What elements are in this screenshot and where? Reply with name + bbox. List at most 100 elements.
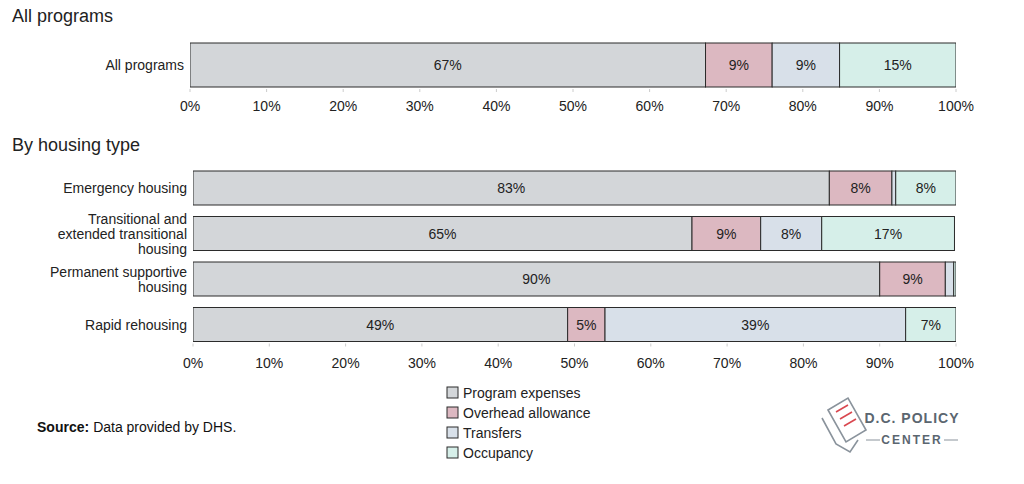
tick-mark — [574, 344, 575, 347]
chart-canvas: All programs67%9%9%15%All programs0%10%2… — [0, 0, 1024, 484]
tick-label: 100% — [938, 355, 974, 371]
tick-label: 40% — [482, 98, 510, 114]
bar-segment — [829, 171, 892, 205]
tick-label: 50% — [559, 98, 587, 114]
tick-label: 30% — [408, 355, 436, 371]
logo-text: CENTER — [881, 433, 942, 447]
tick-mark — [419, 89, 420, 92]
tick-label: 70% — [713, 355, 741, 371]
category-label-line: Rapid rehousing — [85, 317, 187, 333]
bar-segment — [190, 43, 706, 87]
logo-outline — [822, 418, 858, 452]
bars — [190, 43, 956, 87]
source-note: Source:Data provided by DHS. — [37, 419, 236, 435]
data-label: 15% — [884, 57, 912, 73]
tick-mark — [879, 344, 880, 347]
data-label: 9% — [729, 57, 749, 73]
data-label: 49% — [366, 317, 394, 333]
data-label: 65% — [428, 226, 456, 242]
tick-mark — [345, 344, 346, 347]
tick-mark — [193, 344, 194, 347]
logo-rule — [866, 440, 880, 441]
tick-mark — [802, 89, 803, 92]
tick-label: 20% — [332, 355, 360, 371]
tick-mark — [879, 89, 880, 92]
bar-segment — [945, 262, 953, 296]
logo-page — [828, 398, 866, 442]
data-label: 8% — [781, 226, 801, 242]
logo-rule — [944, 440, 958, 441]
tick-label: 40% — [484, 355, 512, 371]
category-label-line: Permanent supportive — [50, 264, 187, 280]
tick-label: 60% — [636, 98, 664, 114]
data-label: 5% — [576, 317, 596, 333]
category-label-line: housing — [138, 241, 187, 257]
category-label-line: extended transitional — [58, 226, 187, 242]
data-label: 7% — [921, 317, 941, 333]
legend-swatch — [447, 387, 458, 398]
data-label: 9% — [796, 57, 816, 73]
data-label: 17% — [874, 226, 902, 242]
bar-segment — [761, 217, 822, 251]
category-label: Permanent supportivehousing — [50, 264, 187, 295]
category-label-line: housing — [138, 279, 187, 295]
bar-segment — [892, 171, 896, 205]
tick-mark — [726, 89, 727, 92]
tick-label: 60% — [637, 355, 665, 371]
tick-mark — [803, 344, 804, 347]
tick-label: 0% — [183, 355, 203, 371]
category-label-line: All programs — [105, 57, 184, 73]
bar-segment — [822, 217, 955, 251]
bar-segment — [692, 217, 761, 251]
legend-label: Overhead allowance — [463, 405, 591, 421]
tick-label: 30% — [406, 98, 434, 114]
tick-mark — [498, 344, 499, 347]
logo-text: D.C. POLICY — [864, 410, 959, 426]
bar-segment — [906, 308, 956, 342]
logo-line — [840, 412, 852, 419]
tick-label: 100% — [938, 98, 974, 114]
bar-segment — [193, 171, 829, 205]
logo-line — [844, 419, 856, 426]
tick-label: 10% — [253, 98, 281, 114]
legend-label: Program expenses — [463, 385, 581, 401]
legend-swatch — [447, 447, 458, 458]
legend-swatch — [447, 407, 458, 418]
tick-mark — [343, 89, 344, 92]
bar-segment — [193, 308, 568, 342]
tick-mark — [650, 344, 651, 347]
tick-mark — [573, 89, 574, 92]
bar-segment — [896, 171, 956, 205]
chart-title: All programs — [12, 6, 113, 26]
tick-label: 90% — [866, 355, 894, 371]
tick-mark — [269, 344, 270, 347]
tick-label: 10% — [255, 355, 283, 371]
category-label: Emergency housing — [63, 180, 187, 196]
category-label-line: Transitional and — [88, 211, 187, 227]
bar-segment — [193, 217, 692, 251]
tick-label: 20% — [329, 98, 357, 114]
data-labels: 67%9%9%15% — [434, 57, 912, 73]
tick-label: 50% — [560, 355, 588, 371]
bars — [193, 171, 956, 342]
source-label: Source: — [37, 419, 89, 435]
tick-label: 0% — [180, 98, 200, 114]
bar-segment — [706, 43, 773, 87]
bar-segment — [772, 43, 839, 87]
legend-label: Occupancy — [463, 445, 533, 461]
category-label: All programs — [105, 57, 184, 73]
tick-mark — [956, 89, 957, 92]
category-label: Transitional andextended transitionalhou… — [58, 211, 187, 257]
data-label: 9% — [902, 271, 922, 287]
tick-mark — [727, 344, 728, 347]
source-text: Data provided by DHS. — [93, 419, 236, 435]
tick-mark — [496, 89, 497, 92]
tick-mark — [421, 344, 422, 347]
tick-mark — [266, 89, 267, 92]
tick-mark — [190, 89, 191, 92]
chart-title: By housing type — [12, 135, 140, 155]
tick-mark — [956, 344, 957, 347]
data-label: 83% — [497, 180, 525, 196]
tick-label: 90% — [865, 98, 893, 114]
legend-label: Transfers — [463, 425, 522, 441]
